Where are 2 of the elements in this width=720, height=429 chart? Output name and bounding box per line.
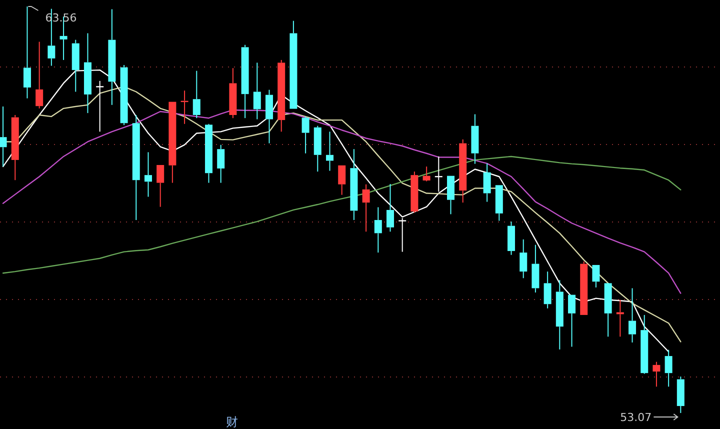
text: 财 [226, 415, 238, 429]
annotation: 53.07 [620, 411, 652, 424]
